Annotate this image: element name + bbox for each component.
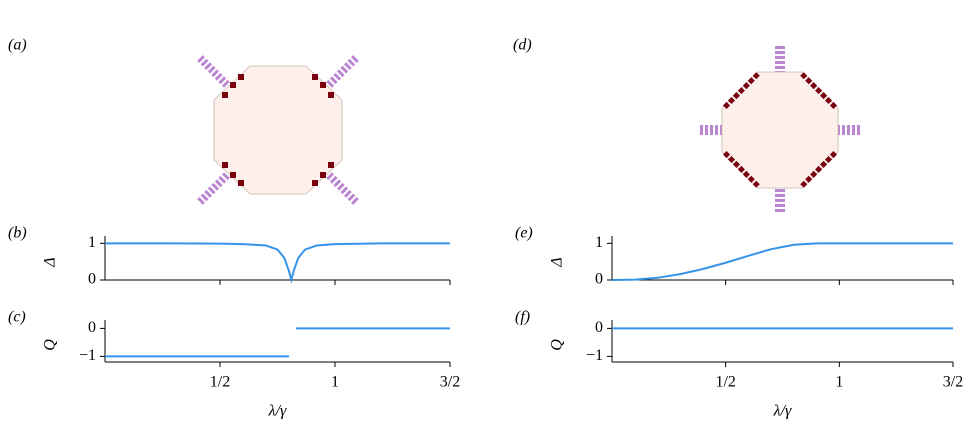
x-axis-label: λ/γ [268, 403, 287, 420]
y-tick-label: −1 [79, 347, 96, 364]
x-tick-label: 1/2 [210, 374, 230, 391]
y-tick-label: −1 [586, 347, 603, 364]
x-tick-label: 1 [835, 374, 843, 391]
y-tick-label: 1 [88, 234, 96, 251]
x-axis-label: λ/γ [773, 403, 792, 420]
data-line [611, 242, 953, 281]
panel-label: (e) [515, 225, 533, 242]
x-tick-label: 3/2 [943, 374, 963, 391]
lattice-image-d [700, 46, 862, 214]
data-line [105, 242, 450, 284]
y-tick-label: 0 [88, 271, 96, 288]
y-axis-label: Q [42, 339, 59, 351]
y-axis-label: Q [549, 339, 566, 351]
panel-label: (c) [8, 309, 26, 326]
y-axis-label: Δ [549, 257, 566, 267]
x-tick-label: 1 [331, 374, 339, 391]
y-axis-label: Δ [42, 257, 59, 267]
y-tick-label: 0 [595, 271, 603, 288]
lattice-image-a [197, 55, 359, 205]
panel-label: (b) [8, 225, 27, 242]
y-tick-label: 1 [595, 234, 603, 251]
y-tick-label: 0 [88, 319, 96, 336]
x-tick-label: 3/2 [440, 374, 460, 391]
panel-label: (a) [8, 37, 27, 54]
y-tick-label: 0 [595, 319, 603, 336]
panel-label: (d) [513, 37, 532, 54]
x-tick-label: 1/2 [715, 374, 735, 391]
data-line [105, 327, 450, 358]
panel-label: (f) [515, 309, 530, 326]
